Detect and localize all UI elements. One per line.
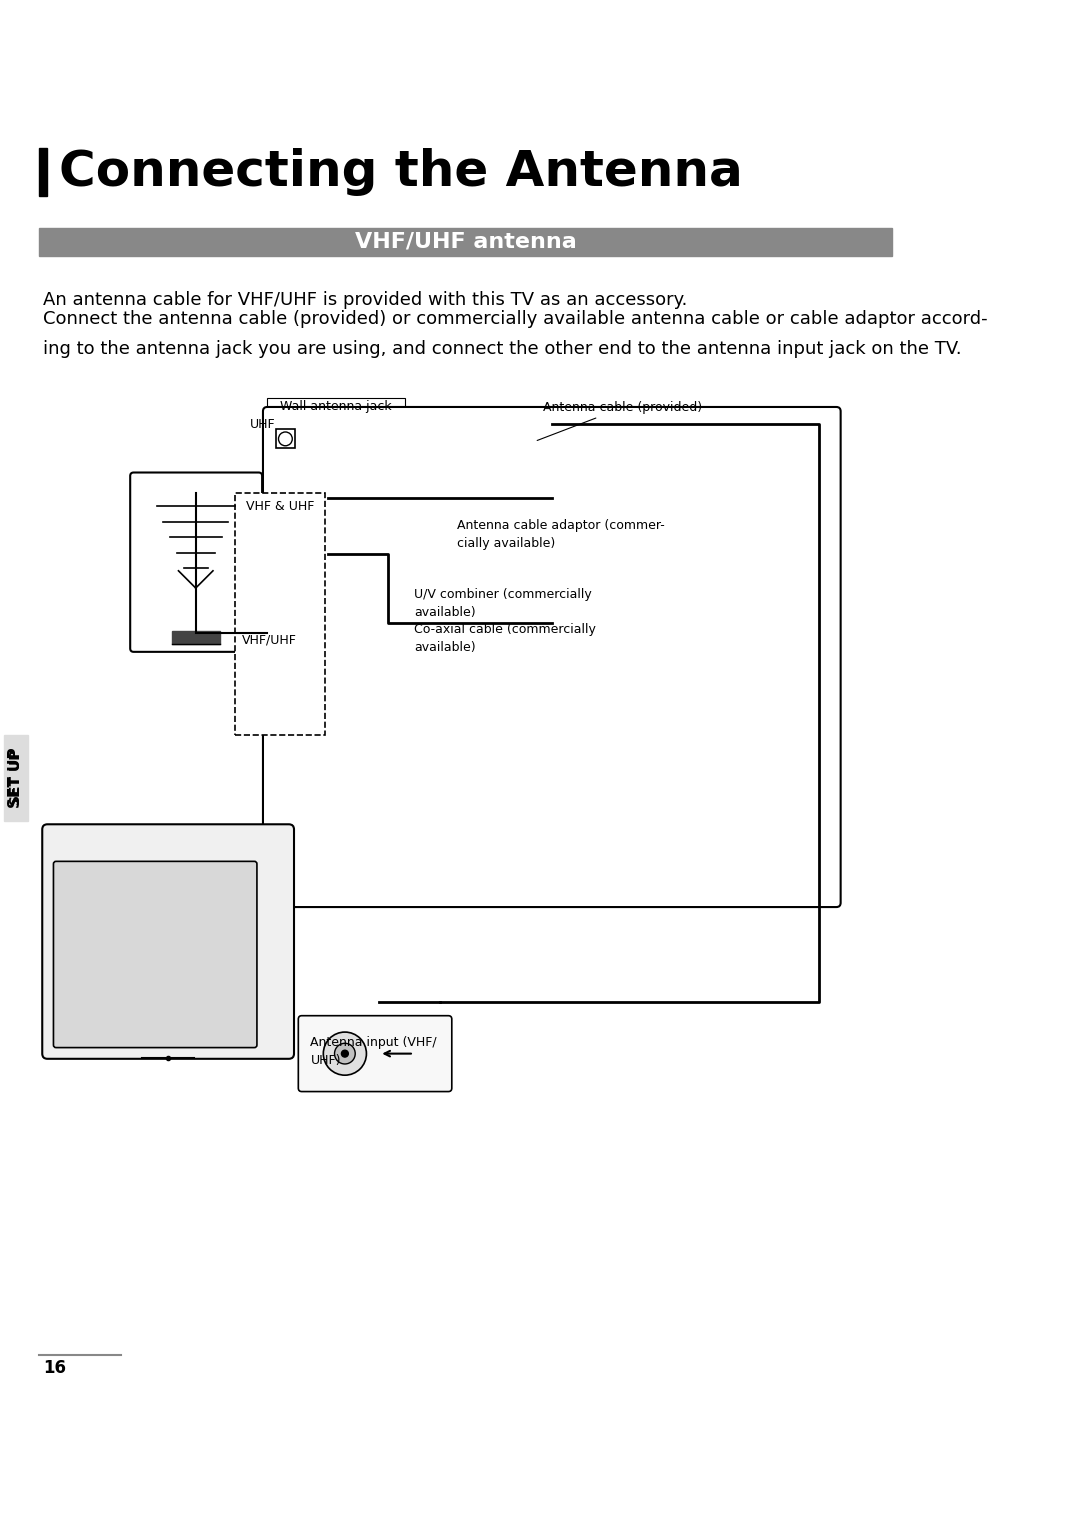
- Text: 16: 16: [43, 1359, 66, 1377]
- Text: VHF/UHF: VHF/UHF: [242, 634, 296, 646]
- Bar: [39, 148, 48, 195]
- Text: VHF & UHF: VHF & UHF: [246, 499, 314, 513]
- FancyBboxPatch shape: [262, 408, 840, 907]
- Text: Antenna cable adaptor (commer-
cially available): Antenna cable adaptor (commer- cially av…: [457, 519, 664, 550]
- Circle shape: [279, 432, 293, 446]
- FancyBboxPatch shape: [42, 825, 294, 1058]
- Bar: [275, 429, 295, 449]
- Bar: [39, 228, 892, 257]
- Text: Antenna input (VHF/
UHF): Antenna input (VHF/ UHF): [310, 1037, 437, 1067]
- Circle shape: [323, 1032, 366, 1075]
- FancyBboxPatch shape: [267, 399, 405, 414]
- Text: SET UP: SET UP: [8, 747, 23, 808]
- Text: Wall antenna jack: Wall antenna jack: [281, 400, 392, 412]
- Text: U/V combiner (commercially
available): U/V combiner (commercially available): [414, 588, 592, 618]
- Bar: [173, 631, 220, 644]
- Text: SET UP: SET UP: [10, 750, 24, 805]
- Text: An antenna cable for VHF/UHF is provided with this TV as an accessory.: An antenna cable for VHF/UHF is provided…: [43, 290, 688, 308]
- FancyBboxPatch shape: [298, 1015, 451, 1092]
- Circle shape: [341, 1051, 349, 1057]
- FancyBboxPatch shape: [131, 472, 262, 652]
- Text: Antenna cable (provided): Antenna cable (provided): [537, 402, 702, 440]
- Circle shape: [335, 1043, 355, 1064]
- Text: Connect the antenna cable (provided) or commercially available antenna cable or : Connect the antenna cable (provided) or …: [43, 310, 988, 357]
- Bar: [4, 734, 28, 822]
- Text: Connecting the Antenna: Connecting the Antenna: [58, 148, 742, 197]
- FancyBboxPatch shape: [234, 493, 325, 734]
- Text: UHF: UHF: [251, 418, 275, 431]
- FancyBboxPatch shape: [53, 861, 257, 1048]
- Text: VHF/UHF antenna: VHF/UHF antenna: [354, 232, 577, 252]
- Text: Co-axial cable (commercially
available): Co-axial cable (commercially available): [414, 623, 596, 654]
